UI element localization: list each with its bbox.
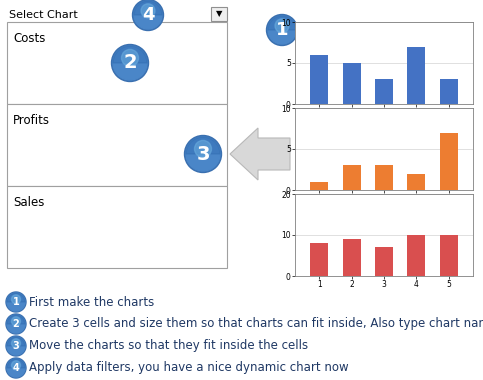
Text: 4: 4 xyxy=(13,363,19,373)
Text: 3: 3 xyxy=(13,341,19,351)
Wedge shape xyxy=(186,137,220,154)
Text: Select Chart: Select Chart xyxy=(9,10,78,20)
Circle shape xyxy=(112,44,148,81)
Circle shape xyxy=(134,1,162,29)
Circle shape xyxy=(113,46,147,80)
Bar xyxy=(440,235,457,276)
Circle shape xyxy=(195,140,212,157)
FancyBboxPatch shape xyxy=(211,7,227,21)
Text: 2: 2 xyxy=(13,319,19,329)
Circle shape xyxy=(12,317,20,326)
Bar xyxy=(408,174,425,190)
Bar xyxy=(375,165,393,190)
Circle shape xyxy=(268,16,296,44)
Text: 1: 1 xyxy=(13,297,19,307)
Text: 1: 1 xyxy=(276,21,288,39)
Bar xyxy=(343,63,360,104)
Circle shape xyxy=(6,358,26,378)
Text: Costs: Costs xyxy=(13,32,45,45)
Circle shape xyxy=(6,314,26,334)
Bar xyxy=(408,47,425,104)
Text: Move the charts so that they fit inside the cells: Move the charts so that they fit inside … xyxy=(29,339,308,353)
Circle shape xyxy=(7,293,25,311)
Bar xyxy=(375,79,393,104)
Circle shape xyxy=(267,14,298,46)
Bar xyxy=(408,235,425,276)
Circle shape xyxy=(12,361,20,370)
Circle shape xyxy=(141,4,155,18)
Text: 4: 4 xyxy=(142,6,154,24)
Wedge shape xyxy=(134,1,162,15)
Wedge shape xyxy=(7,337,25,346)
Circle shape xyxy=(6,292,26,312)
Bar xyxy=(375,247,393,276)
Circle shape xyxy=(275,19,289,33)
Text: Create 3 cells and size them so that charts can fit inside, Also type chart name: Create 3 cells and size them so that cha… xyxy=(29,318,483,331)
Wedge shape xyxy=(7,293,25,302)
Bar xyxy=(343,239,360,276)
Text: 3: 3 xyxy=(196,144,210,163)
Circle shape xyxy=(186,137,220,171)
Bar xyxy=(440,133,457,190)
Text: ▼: ▼ xyxy=(216,10,222,19)
Text: Profits: Profits xyxy=(13,114,50,127)
Circle shape xyxy=(122,49,139,66)
Polygon shape xyxy=(230,128,290,180)
Bar xyxy=(311,55,328,104)
Circle shape xyxy=(12,339,20,348)
Text: Apply data filters, you have a nice dynamic chart now: Apply data filters, you have a nice dyna… xyxy=(29,361,349,375)
Circle shape xyxy=(7,337,25,355)
Wedge shape xyxy=(7,315,25,324)
FancyBboxPatch shape xyxy=(7,186,227,268)
Text: Sales: Sales xyxy=(13,196,44,209)
Wedge shape xyxy=(113,46,147,63)
Wedge shape xyxy=(268,16,296,30)
FancyBboxPatch shape xyxy=(7,22,227,104)
Circle shape xyxy=(132,0,164,30)
Circle shape xyxy=(7,359,25,377)
Bar xyxy=(311,182,328,190)
Circle shape xyxy=(7,315,25,333)
Wedge shape xyxy=(7,359,25,368)
Circle shape xyxy=(185,136,222,173)
Text: 2: 2 xyxy=(123,54,137,73)
Circle shape xyxy=(6,336,26,356)
Circle shape xyxy=(12,295,20,304)
FancyBboxPatch shape xyxy=(7,104,227,186)
Bar xyxy=(440,79,457,104)
Bar xyxy=(311,243,328,276)
Text: First make the charts: First make the charts xyxy=(29,296,154,309)
Bar xyxy=(343,165,360,190)
